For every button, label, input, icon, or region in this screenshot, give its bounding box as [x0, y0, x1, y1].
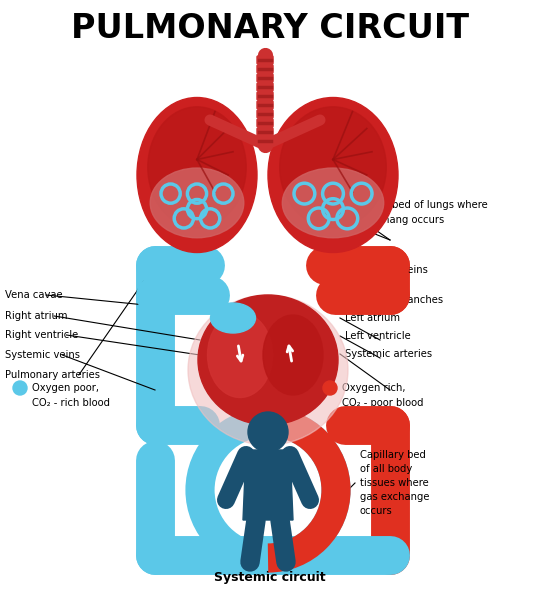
Text: occurs: occurs — [360, 506, 393, 516]
Text: gas exchange: gas exchange — [360, 492, 430, 502]
Text: PULMONARY CIRCUIT: PULMONARY CIRCUIT — [71, 11, 469, 44]
Circle shape — [376, 446, 404, 474]
Text: CO₂ - rich blood: CO₂ - rich blood — [32, 398, 110, 408]
Text: Left ventricle: Left ventricle — [345, 331, 411, 341]
Circle shape — [376, 251, 404, 279]
Text: Left atrium: Left atrium — [345, 313, 400, 323]
Ellipse shape — [280, 107, 386, 227]
FancyBboxPatch shape — [257, 101, 273, 109]
Text: Pulmonary veins: Pulmonary veins — [345, 265, 428, 275]
Text: CO₂ - poor blood: CO₂ - poor blood — [342, 398, 424, 408]
FancyBboxPatch shape — [257, 137, 273, 145]
Text: Vena cavae: Vena cavae — [5, 290, 63, 300]
FancyBboxPatch shape — [257, 92, 273, 100]
Ellipse shape — [198, 295, 338, 425]
FancyBboxPatch shape — [257, 128, 273, 136]
Text: Capillary bed: Capillary bed — [360, 450, 426, 460]
Circle shape — [376, 281, 404, 309]
Ellipse shape — [282, 168, 384, 238]
Circle shape — [141, 281, 169, 309]
Text: Capillary bed of lungs where: Capillary bed of lungs where — [345, 200, 488, 210]
Circle shape — [376, 411, 404, 439]
Ellipse shape — [268, 97, 398, 253]
Text: Pulmonary arteries: Pulmonary arteries — [5, 370, 100, 380]
Circle shape — [141, 541, 169, 569]
Ellipse shape — [188, 295, 348, 445]
Text: Right ventricle: Right ventricle — [5, 330, 78, 340]
Text: Oxygen poor,: Oxygen poor, — [32, 383, 99, 393]
Ellipse shape — [211, 303, 255, 333]
Text: gas exchang occurs: gas exchang occurs — [345, 215, 444, 225]
Ellipse shape — [208, 313, 273, 397]
FancyBboxPatch shape — [257, 74, 273, 82]
Ellipse shape — [137, 97, 257, 253]
Text: Systemic veins: Systemic veins — [5, 350, 80, 360]
Text: Aorta and branches: Aorta and branches — [345, 295, 443, 305]
Ellipse shape — [150, 168, 244, 238]
FancyBboxPatch shape — [257, 119, 273, 127]
Circle shape — [248, 412, 288, 452]
FancyBboxPatch shape — [257, 110, 273, 118]
FancyBboxPatch shape — [257, 65, 273, 73]
Ellipse shape — [263, 315, 323, 395]
Polygon shape — [243, 450, 293, 520]
Text: Systemic arteries: Systemic arteries — [345, 349, 432, 359]
FancyBboxPatch shape — [257, 56, 273, 64]
FancyBboxPatch shape — [257, 83, 273, 91]
Circle shape — [141, 446, 169, 474]
Ellipse shape — [148, 107, 246, 227]
Text: Right atrium: Right atrium — [5, 311, 67, 321]
Circle shape — [141, 251, 169, 279]
Circle shape — [323, 381, 337, 395]
Circle shape — [141, 411, 169, 439]
Text: Systemic circuit: Systemic circuit — [214, 571, 326, 584]
Circle shape — [13, 381, 27, 395]
Text: of all body: of all body — [360, 464, 412, 474]
Text: Oxygen rich,: Oxygen rich, — [342, 383, 405, 393]
Text: tissues where: tissues where — [360, 478, 429, 488]
